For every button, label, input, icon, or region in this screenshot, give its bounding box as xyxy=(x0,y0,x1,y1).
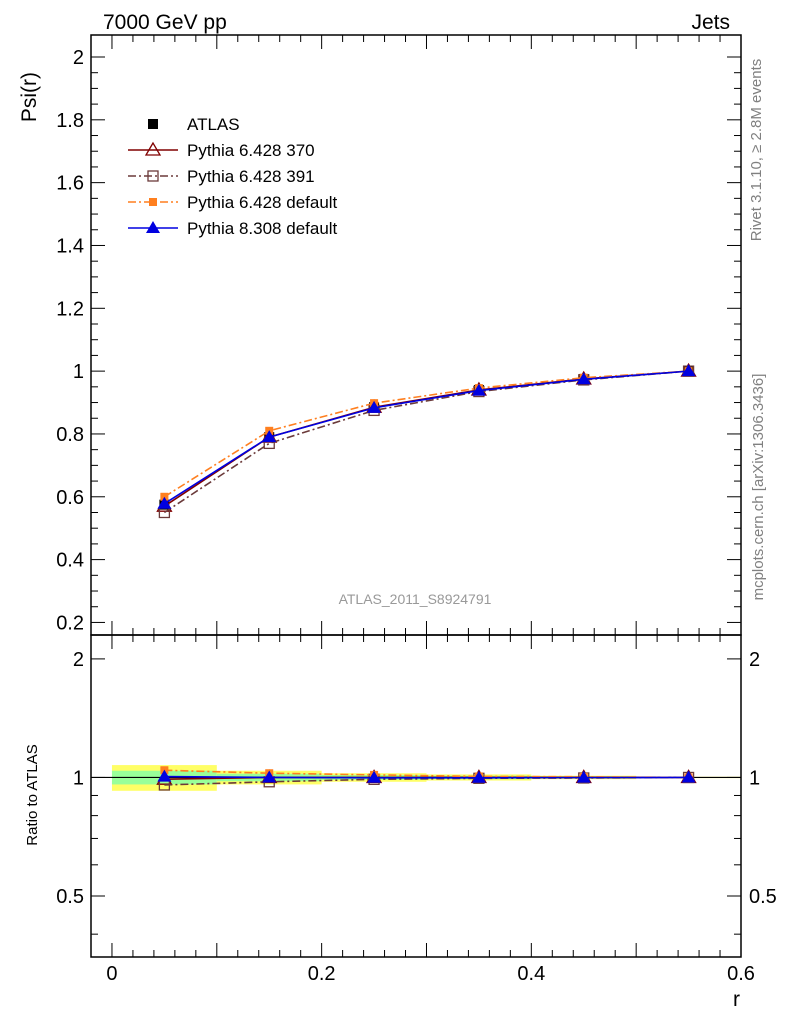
ratio-y-axis-label: Ratio to ATLAS xyxy=(24,744,41,845)
main-series-pythia-6-428-370 xyxy=(156,362,697,512)
plot-frames xyxy=(90,34,742,958)
legend-entry-atlas: ATLAS xyxy=(148,115,240,134)
ratio-point-pythia-8-308-default xyxy=(471,770,486,783)
ratio-point-pythia-8-308-default xyxy=(367,770,382,783)
main-point-pythia-8-308-default xyxy=(367,400,382,413)
legend-entry-pythia-6-428-370: Pythia 6.428 370 xyxy=(128,141,315,160)
ratio-point-pythia-8-308-default xyxy=(681,770,696,783)
legend-label-pythia-6-428-370: Pythia 6.428 370 xyxy=(187,141,315,160)
ratio-point-pythia-8-308-default xyxy=(157,769,172,782)
main-point-pythia-8-308-default xyxy=(471,383,486,396)
main-series-pythia-6-428-default xyxy=(160,367,693,501)
legend-marker-pythia-6-428-default xyxy=(149,198,157,206)
main-point-pythia-8-308-default xyxy=(157,496,172,509)
x-axis-label: r xyxy=(733,988,740,1011)
main-line-pythia-8-308-default xyxy=(163,370,689,505)
legend-entry-pythia-6-428-default: Pythia 6.428 default xyxy=(128,193,338,212)
legend-label-atlas: ATLAS xyxy=(187,115,240,134)
legend-entry-pythia-6-428-391: Pythia 6.428 391 xyxy=(128,167,315,186)
xtick-label: 0.6 xyxy=(727,963,755,985)
main-series-pythia-8-308-default xyxy=(157,364,696,509)
main-ytick-label: 2 xyxy=(73,47,84,69)
legend-marker-pythia-8-308-default xyxy=(146,221,160,233)
ratio-ytick-label-left: 0.5 xyxy=(56,886,84,908)
ratio-ytick-label-right: 2 xyxy=(749,649,760,671)
main-point-pythia-8-308-default xyxy=(262,430,277,443)
main-y-axis-label: Psi(r) xyxy=(18,72,41,122)
main-ytick-label: 1.6 xyxy=(56,173,84,195)
main-ytick-label: 0.2 xyxy=(56,612,84,634)
ratio-point-pythia-8-308-default xyxy=(262,770,277,783)
main-ytick-label: 1 xyxy=(73,361,84,383)
main-ytick-label: 0.6 xyxy=(56,487,84,509)
ratio-series-pythia-8-308-default xyxy=(157,769,696,783)
legend-entry-pythia-8-308-default: Pythia 8.308 default xyxy=(128,219,338,238)
header-left-label: 7000 GeV pp xyxy=(103,11,227,34)
ratio-ytick-label-right: 1 xyxy=(749,767,760,789)
mcplots-credit-label: mcplots.cern.ch [arXiv:1306.3436] xyxy=(750,374,767,601)
legend-label-pythia-6-428-default: Pythia 6.428 default xyxy=(187,193,338,212)
main-ytick-label: 0.4 xyxy=(56,550,84,572)
legend-label-pythia-8-308-default: Pythia 8.308 default xyxy=(187,219,338,238)
axis-ticks: 0.2 0.4 0.6 0.8 1 1.2 1.4 1.6 1.8 2 0.5 0.5 1 1 2 2 0 0.2… xyxy=(56,35,777,985)
legend-marker-pythia-6-428-370 xyxy=(144,141,162,156)
main-ytick-label: 0.8 xyxy=(56,424,84,446)
main-ytick-label: 1.4 xyxy=(56,235,84,257)
main-ytick-label: 1.2 xyxy=(56,298,84,320)
xtick-label: 0.4 xyxy=(517,963,545,985)
main-line-pythia-6-428-370 xyxy=(163,370,689,507)
data-series xyxy=(156,362,697,791)
ratio-ytick-label-right: 0.5 xyxy=(749,886,777,908)
main-series-pythia-6-428-391 xyxy=(158,365,695,519)
ratio-ytick-label-left: 1 xyxy=(73,767,84,789)
main-ytick-label: 1.8 xyxy=(56,110,84,132)
main-line-pythia-6-428-default xyxy=(163,370,689,498)
rivet-version-label: Rivet 3.1.10, ≥ 2.8M events xyxy=(748,59,765,242)
xtick-label: 0.2 xyxy=(308,963,336,985)
main-point-pythia-8-308-default xyxy=(681,364,696,377)
ratio-line-pythia-8-308-default xyxy=(164,775,689,779)
legend-label-pythia-6-428-391: Pythia 6.428 391 xyxy=(187,167,315,186)
header-right-label: Jets xyxy=(691,11,730,34)
analysis-watermark: ATLAS_2011_S8924791 xyxy=(339,591,492,607)
ratio-panel-frame xyxy=(90,634,742,958)
main-point-pythia-8-308-default xyxy=(576,372,591,385)
legend-marker-pythia-6-428-391 xyxy=(147,170,159,182)
main-line-pythia-6-428-391 xyxy=(163,370,689,514)
ratio-ytick-label-left: 2 xyxy=(73,649,84,671)
main-series-atlas xyxy=(159,366,694,510)
legend-marker-atlas xyxy=(148,119,158,129)
legend: ATLAS Pythia 6.428 370 Pythia 6.428 391 Pyt… xyxy=(128,115,338,238)
xtick-label: 0 xyxy=(106,963,117,985)
ratio-point-pythia-8-308-default xyxy=(576,770,591,783)
